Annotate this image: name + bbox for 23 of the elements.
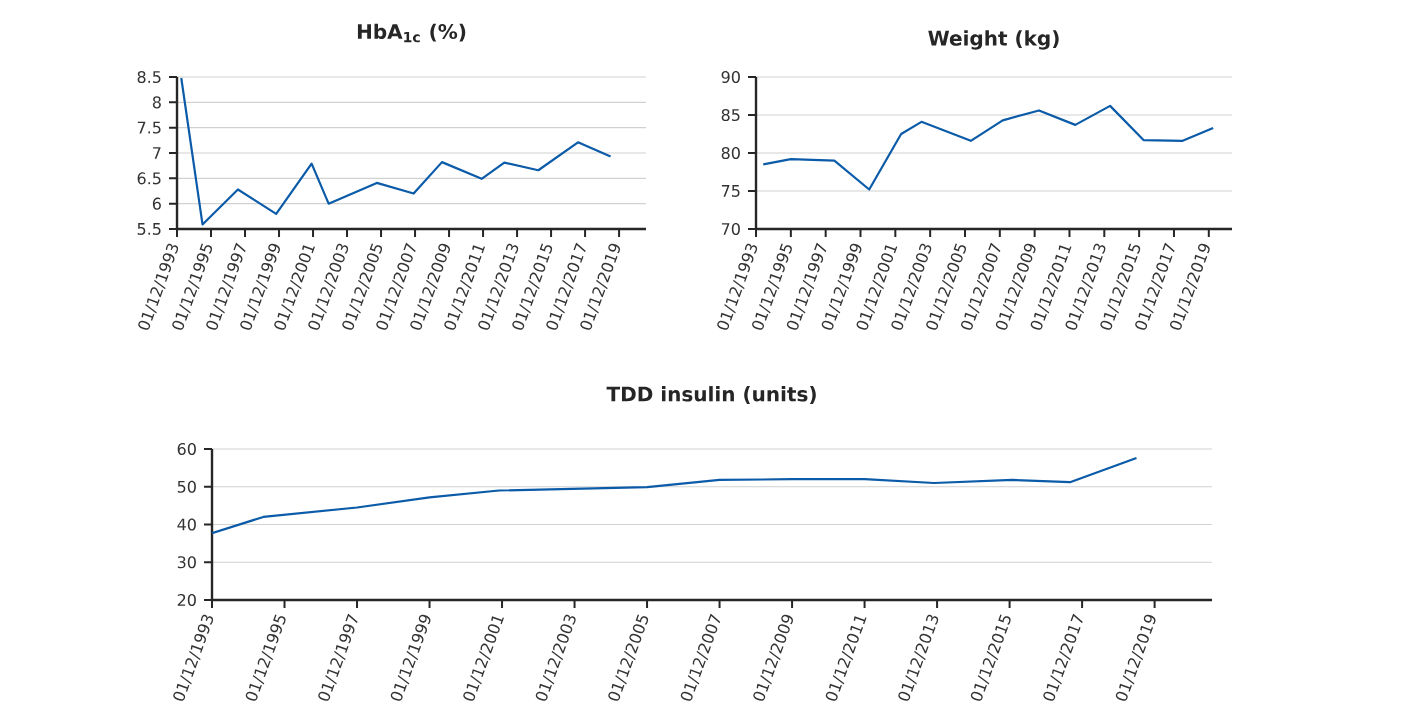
y-tick-label: 90: [721, 70, 740, 84]
y-tick-label: 60: [177, 442, 196, 456]
chart-title: TDD insulin (units): [606, 386, 816, 404]
y-tick-label: 6: [152, 197, 161, 210]
line-series: [212, 456, 1138, 535]
y-tick-label: 70: [721, 222, 740, 236]
chart-title: HbA$_{1c}$ (%): [357, 23, 466, 43]
y-tick-label: 20: [177, 593, 196, 607]
line-series: [180, 77, 612, 226]
y-tick-label: 50: [177, 480, 196, 493]
y-tick-label: 8.5: [137, 70, 161, 84]
y-tick-label: 8: [152, 96, 161, 109]
y-tick-label: 5.5: [137, 223, 161, 235]
line-series: [762, 104, 1215, 191]
y-tick-label: 7: [153, 147, 161, 159]
y-tick-label: 40: [177, 518, 196, 531]
y-tick-label: 7.5: [137, 121, 161, 134]
y-tick-label: 75: [721, 185, 740, 197]
y-tick-label: 85: [721, 108, 740, 122]
y-tick-label: 80: [721, 146, 740, 160]
chart-title: Weight (kg): [928, 30, 1059, 50]
y-tick-label: 30: [177, 556, 196, 569]
y-tick-label: 6.5: [137, 172, 161, 185]
